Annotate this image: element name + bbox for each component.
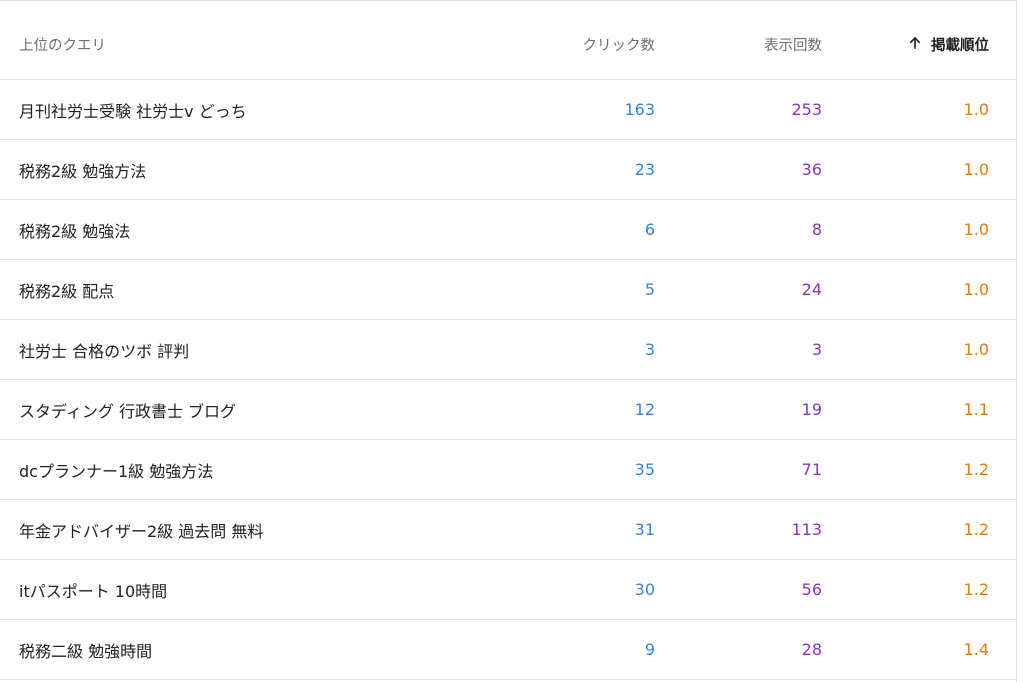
position-cell: 1.0	[963, 160, 989, 179]
position-cell: 1.0	[963, 220, 989, 239]
table-row[interactable]: スタディング 行政書士 ブログ 12 19 1.1	[0, 380, 1016, 440]
column-header-position[interactable]: 掲載順位	[822, 34, 989, 55]
position-cell: 1.2	[963, 580, 989, 599]
query-cell: 税務2級 勉強法	[19, 221, 131, 241]
arrow-up-icon	[909, 36, 921, 53]
column-header-clicks[interactable]: クリック数	[582, 38, 656, 54]
clicks-cell: 3	[644, 340, 655, 359]
table-row[interactable]: 税務2級 配点 5 24 1.0	[0, 260, 1016, 320]
impressions-cell: 36	[801, 160, 822, 179]
clicks-cell: 31	[634, 520, 655, 539]
impressions-cell: 24	[801, 280, 822, 299]
table-row[interactable]: 月刊社労士受験 社労士v どっち 163 253 1.0	[0, 80, 1016, 140]
table-row[interactable]: 税務2級 勉強法 6 8 1.0	[0, 200, 1016, 260]
query-cell: 月刊社労士受験 社労士v どっち	[19, 101, 247, 121]
impressions-cell: 56	[801, 580, 822, 599]
position-cell: 1.2	[963, 460, 989, 479]
clicks-cell: 23	[634, 160, 655, 179]
position-cell: 1.1	[963, 400, 989, 419]
impressions-cell: 71	[801, 460, 822, 479]
position-cell: 1.0	[963, 100, 989, 119]
table-row[interactable]: 税務二級 勉強時間 9 28 1.4	[0, 620, 1016, 680]
table-row[interactable]: itパスポート 10時間 30 56 1.2	[0, 560, 1016, 620]
column-header-query[interactable]: 上位のクエリ	[19, 38, 106, 54]
clicks-cell: 6	[644, 220, 655, 239]
clicks-cell: 163	[624, 100, 655, 119]
table-body: 月刊社労士受験 社労士v どっち 163 253 1.0 税務2級 勉強方法 23 36 1.…	[0, 80, 1016, 680]
clicks-cell: 30	[634, 580, 655, 599]
impressions-cell: 253	[791, 100, 822, 119]
impressions-cell: 113	[791, 520, 822, 539]
impressions-cell: 19	[801, 400, 822, 419]
table-row[interactable]: 年金アドバイザー2級 過去問 無料 31 113 1.2	[0, 500, 1016, 560]
clicks-cell: 9	[644, 640, 655, 659]
clicks-cell: 35	[634, 460, 655, 479]
position-cell: 1.0	[963, 340, 989, 359]
query-cell: 年金アドバイザー2級 過去問 無料	[19, 521, 264, 541]
position-cell: 1.0	[963, 280, 989, 299]
table-row[interactable]: 社労士 合格のツボ 評判 3 3 1.0	[0, 320, 1016, 380]
impressions-cell: 3	[811, 340, 822, 359]
table-header-row: 上位のクエリ クリック数 表示回数 掲載順位	[0, 10, 1016, 80]
table-row[interactable]: dcプランナー1級 勉強方法 35 71 1.2	[0, 440, 1016, 500]
query-cell: dcプランナー1級 勉強方法	[19, 461, 214, 481]
query-cell: 税務2級 勉強方法	[19, 161, 147, 181]
clicks-cell: 12	[634, 400, 655, 419]
impressions-cell: 28	[801, 640, 822, 659]
table-row[interactable]: 税務2級 勉強方法 23 36 1.0	[0, 140, 1016, 200]
query-cell: スタディング 行政書士 ブログ	[19, 401, 237, 421]
query-cell: itパスポート 10時間	[19, 581, 168, 601]
column-header-impressions[interactable]: 表示回数	[764, 38, 822, 54]
query-cell: 社労士 合格のツボ 評判	[19, 341, 190, 361]
query-cell: 税務二級 勉強時間	[19, 641, 153, 661]
position-cell: 1.4	[963, 640, 989, 659]
query-cell: 税務2級 配点	[19, 281, 115, 301]
impressions-cell: 8	[811, 220, 822, 239]
column-header-position-label: 掲載順位	[931, 38, 989, 54]
clicks-cell: 5	[644, 280, 655, 299]
position-cell: 1.2	[963, 520, 989, 539]
table-top-edge	[0, 1, 1016, 10]
